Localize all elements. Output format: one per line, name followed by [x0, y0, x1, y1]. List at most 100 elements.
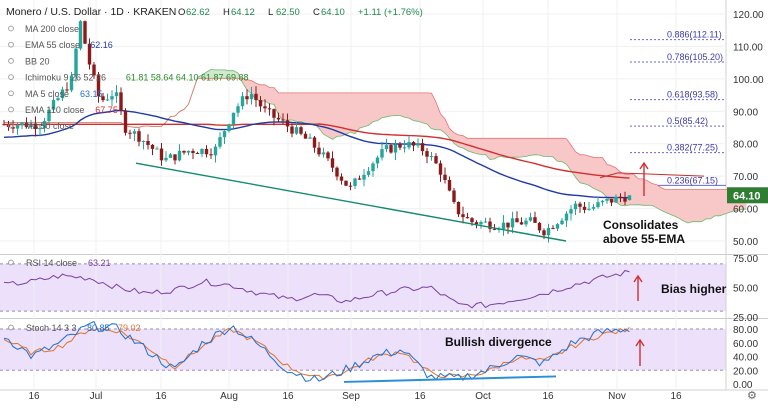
candle [331, 151, 334, 172]
time-tick-label: Sep [342, 391, 360, 402]
candle-body [178, 151, 181, 161]
candle-body [322, 152, 325, 154]
candle [214, 144, 217, 163]
candle-body [304, 134, 307, 139]
candle [142, 140, 145, 149]
candle-body [628, 195, 631, 200]
price-tick-label: 110.00 [733, 42, 763, 53]
candle-body [110, 96, 113, 99]
cloud-segment [513, 138, 518, 157]
cloud-segment [436, 102, 441, 130]
cloud-segment [531, 138, 536, 155]
candle-body [587, 209, 590, 210]
candle-body [146, 141, 149, 145]
candle-body [565, 214, 568, 221]
candle [461, 207, 464, 224]
candle [380, 142, 383, 161]
candle-body [263, 106, 266, 108]
candle-body [538, 223, 541, 230]
candle [457, 202, 460, 217]
candle-body [335, 168, 338, 177]
cloud-segment [400, 93, 405, 117]
price-tick-label: 90.00 [733, 107, 758, 118]
candle-body [443, 175, 446, 180]
consolidates-label: above 55-EMA [603, 232, 685, 246]
cloud-segment [261, 85, 266, 101]
candle [133, 129, 136, 141]
fib-label: 0.886(112.11) [667, 30, 722, 40]
candle-body [83, 21, 86, 44]
candle-body [560, 221, 563, 225]
candle [146, 134, 149, 149]
candle [349, 182, 352, 190]
candle-body [191, 151, 194, 153]
ohlc-key: C [313, 7, 320, 18]
cloud-segment [351, 93, 356, 134]
stoch-tick-label: 20.00 [733, 366, 758, 377]
candle-body [448, 180, 451, 191]
candle [151, 144, 154, 155]
candle-body [124, 111, 127, 133]
cloud-segment [297, 93, 302, 122]
candle-body [461, 214, 464, 217]
candle-body [434, 156, 437, 163]
candle-body [371, 163, 374, 171]
candle [173, 154, 176, 164]
candle-body [457, 202, 460, 214]
cloud-segment [706, 190, 711, 219]
settings-gear-icon: ⚙ [747, 390, 757, 402]
cloud-segment [333, 93, 338, 139]
price-tick-label: 120.00 [733, 10, 764, 21]
candle-body [533, 217, 536, 223]
candle [551, 225, 554, 229]
candle-body [250, 94, 253, 99]
cloud-segment [270, 88, 275, 105]
cloud-segment [666, 190, 671, 215]
candle [502, 215, 505, 236]
time-tick-label: Aug [220, 391, 238, 402]
cloud-segment [670, 190, 675, 217]
candle [182, 150, 185, 154]
cloud-segment [378, 93, 383, 121]
time-tick-label: 16 [670, 391, 682, 402]
indicator-name: MA 5 close [25, 89, 69, 99]
price-tick-label: 60.00 [733, 205, 758, 216]
cloud-segment [324, 93, 329, 137]
stoch-label: Stoch 14 3 3 [26, 323, 77, 333]
candle-body [259, 100, 262, 106]
candle [304, 131, 307, 138]
cloud-segment [477, 138, 482, 154]
candle-body [133, 131, 136, 133]
candle [106, 94, 109, 102]
cloud-segment [369, 93, 374, 126]
candle [596, 197, 599, 209]
cloud-segment [414, 93, 419, 121]
indicator-value: 62.16 [90, 40, 113, 50]
cloud-segment [418, 93, 423, 123]
candle-body [614, 197, 617, 203]
candle [376, 156, 379, 169]
cloud-segment [490, 138, 495, 159]
cloud-segment [535, 138, 540, 155]
indicator-value: 61.81 58.64 64.10 61.87 69.88 [126, 73, 249, 83]
fib-label: 0.5(85.42) [667, 116, 708, 126]
candle-body [421, 143, 424, 151]
candle [187, 150, 190, 155]
price-tick-label: 50.00 [733, 237, 758, 248]
stoch-d-value: 79.02 [118, 323, 141, 333]
candle-body [394, 144, 397, 152]
candle [394, 140, 397, 160]
candle-body [605, 199, 608, 201]
ohlc-key: L [268, 7, 273, 18]
candle [124, 108, 127, 135]
candle [443, 167, 446, 183]
indicator-name: EMA 55 close [25, 40, 80, 50]
fib-label: 0.236(67.15) [667, 175, 718, 185]
candle-body [160, 149, 163, 161]
candle-body [583, 207, 586, 210]
candle [439, 160, 442, 181]
candle [268, 103, 271, 115]
candle [128, 130, 131, 139]
candle-body [254, 94, 257, 100]
candle-body [403, 147, 406, 148]
